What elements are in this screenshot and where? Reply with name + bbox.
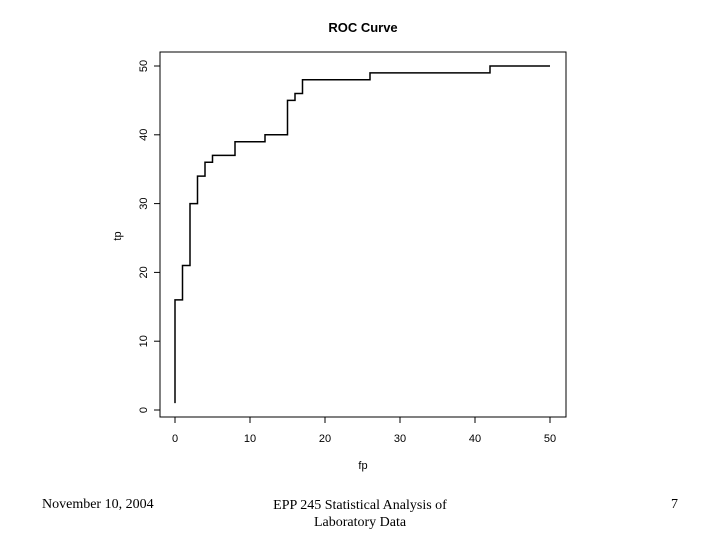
y-tick-label: 0 — [138, 407, 150, 413]
x-tick-label: 0 — [172, 433, 178, 445]
y-tick-label: 30 — [138, 197, 150, 209]
x-tick-label: 50 — [544, 433, 556, 445]
footer-course-line-2: Laboratory Data — [313, 515, 407, 530]
plot-frame — [159, 51, 567, 418]
y-tick-label: 20 — [138, 266, 150, 278]
footer-date: November 10, 2004 — [42, 497, 154, 512]
y-axis-label: tp — [112, 231, 124, 240]
x-axis: 0 10 20 30 40 50 — [172, 417, 556, 445]
footer-course-line-1: EPP 245 Statistical Analysis of — [273, 498, 447, 513]
y-tick-label: 10 — [138, 335, 150, 347]
y-tick-label: 40 — [138, 129, 150, 141]
x-tick-label: 20 — [319, 433, 331, 445]
roc-curve-line — [174, 65, 550, 404]
footer-course-title: EPP 245 Statistical Analysis of Laborato… — [240, 497, 480, 531]
x-tick-label: 40 — [469, 433, 481, 445]
x-tick-label: 30 — [394, 433, 406, 445]
roc-chart: ROC Curve 0 10 20 30 40 50 0 10 20 30 40 50 fp tp — [112, 20, 567, 472]
series-layer — [174, 65, 550, 404]
footer-page-number: 7 — [671, 497, 678, 512]
y-tick-label: 50 — [138, 60, 150, 72]
x-tick-label: 10 — [244, 433, 256, 445]
x-axis-label: fp — [358, 460, 367, 472]
chart-title: ROC Curve — [328, 20, 397, 35]
y-axis: 0 10 20 30 40 50 — [138, 60, 160, 413]
